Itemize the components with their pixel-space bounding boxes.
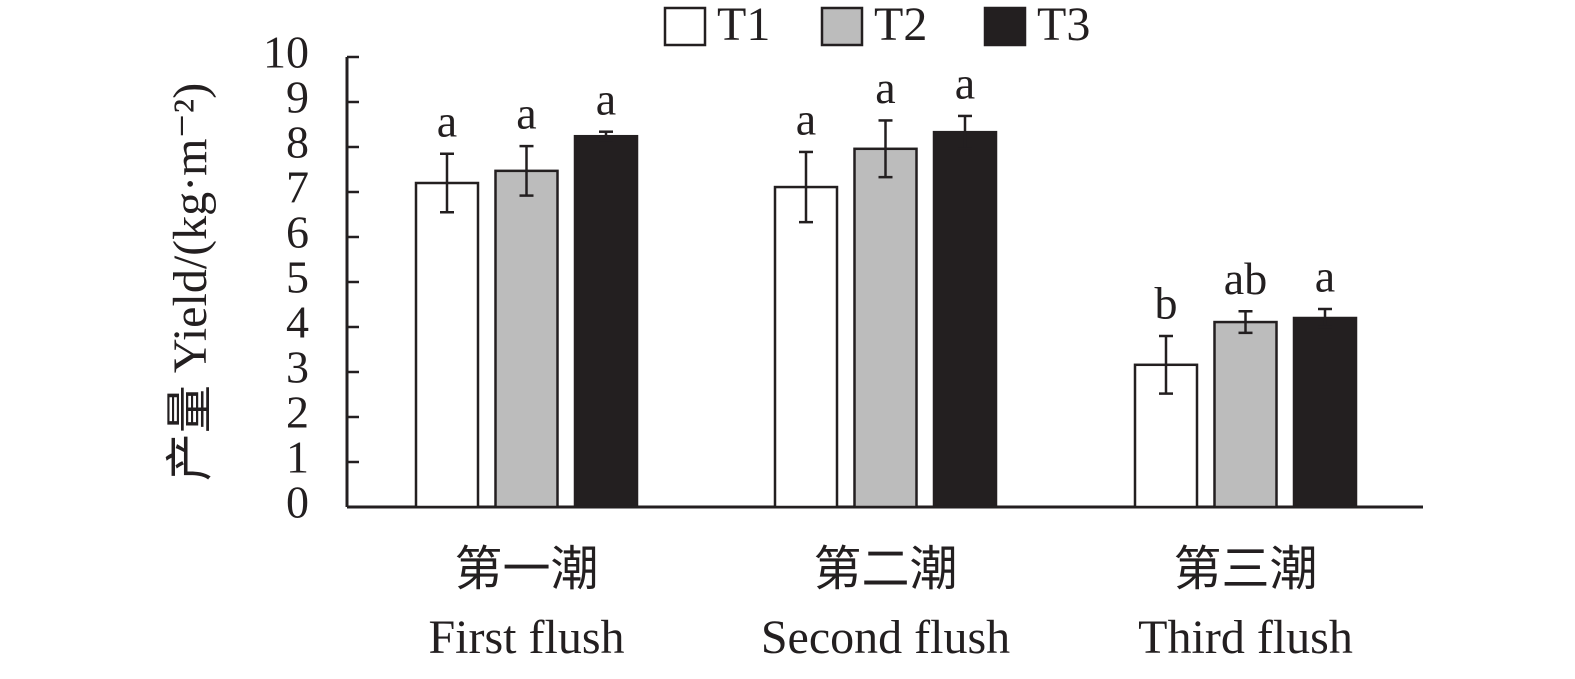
error-bar: [958, 114, 972, 150]
bar: [414, 181, 480, 509]
significance-letter: b: [1155, 278, 1178, 329]
y-tick-label: 2: [286, 387, 309, 438]
significance-letter: a: [516, 88, 536, 139]
y-tick-label: 10: [263, 27, 309, 78]
significance-letter: a: [875, 62, 895, 113]
y-tick-label: 4: [286, 297, 309, 348]
significance-letter: a: [1315, 251, 1335, 302]
y-tick-label: 6: [286, 207, 309, 258]
y-tick-label: 5: [286, 252, 309, 303]
error-bar: [1159, 334, 1173, 395]
y-tick-label: 0: [286, 477, 309, 528]
x-tick-label: 第二潮: [813, 543, 957, 596]
x-tick-label: Second flush: [761, 611, 1010, 664]
y-axis-label: 产量 Yield/(kg·m⁻²): [164, 83, 217, 481]
x-tick-label: Third flush: [1138, 611, 1353, 664]
y-tick-label: 8: [286, 117, 309, 168]
y-tick-label: 3: [286, 342, 309, 393]
legend-label: T3: [1037, 0, 1090, 51]
error-bar: [599, 130, 613, 142]
bar: [494, 169, 559, 509]
significance-letter: ab: [1224, 253, 1267, 304]
error-bar: [878, 119, 893, 179]
error-bar: [519, 144, 534, 197]
y-tick-label: 9: [286, 72, 309, 123]
significance-letter: a: [955, 58, 975, 109]
legend-swatch: [820, 6, 864, 47]
bar: [1292, 316, 1358, 509]
bar: [932, 130, 998, 509]
legend-swatch: [663, 6, 707, 47]
significance-letter: a: [796, 94, 816, 145]
bar: [573, 134, 639, 509]
legend-label: T1: [717, 0, 770, 51]
y-tick-label: 1: [286, 432, 309, 483]
legend-swatch: [983, 6, 1027, 47]
x-tick-label: 第三潮: [1173, 543, 1317, 596]
significance-letter: a: [596, 73, 616, 124]
error-bar: [1318, 307, 1332, 329]
bar: [1213, 320, 1278, 509]
significance-letter: a: [437, 95, 457, 146]
error-bar: [1238, 310, 1253, 335]
y-tick-label: 7: [286, 162, 309, 213]
legend-label: T2: [874, 0, 927, 51]
bar: [773, 185, 839, 509]
error-bar: [799, 150, 813, 224]
bar: [853, 147, 918, 509]
x-tick-label: 第一潮: [454, 543, 598, 596]
error-bar: [440, 152, 454, 214]
x-tick-label: First flush: [428, 611, 624, 664]
